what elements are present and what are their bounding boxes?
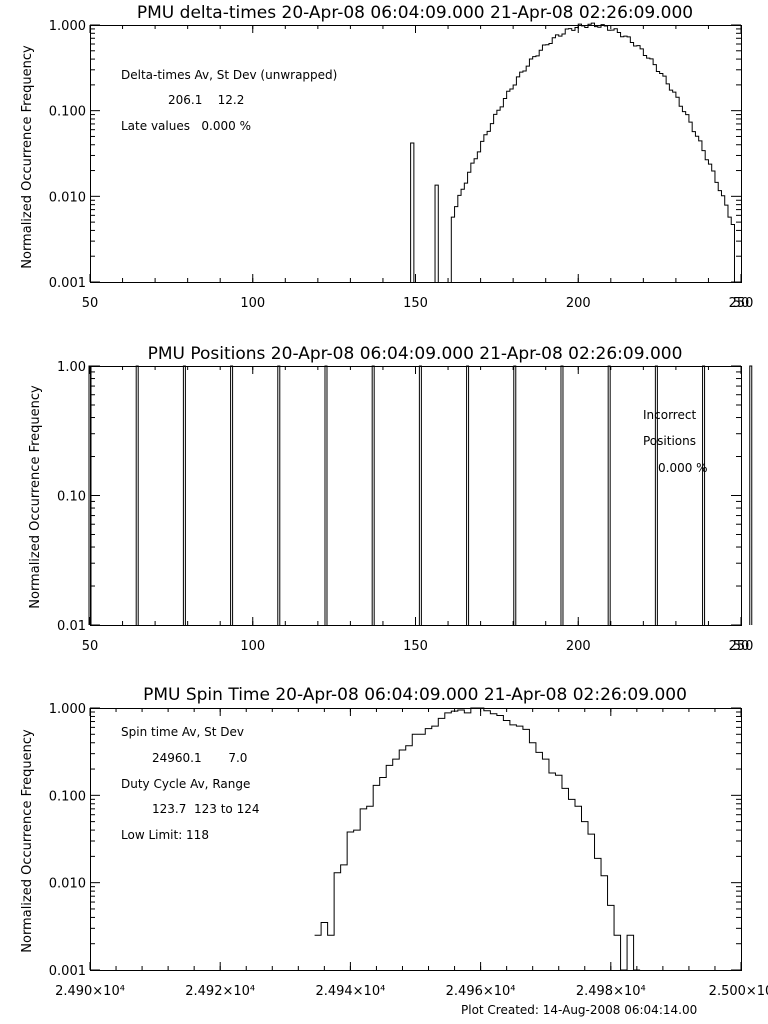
annotation-spin-time-values: 24960.1 7.0 (152, 751, 247, 765)
annotation-spin-time-header: Spin time Av, St Dev (121, 725, 244, 739)
x-tick-label: 150 (403, 639, 428, 654)
spin-time-x-ticks: 2.490×10⁴ 2.492×10⁴ 2.494×10⁴ 2.496×10⁴ 2.49… (55, 708, 768, 999)
delta-times-y-ticks: 0.001 0.010 0.100 1.000 (49, 19, 741, 291)
annotation-positions: Positions (643, 434, 696, 448)
y-tick-label: 0.010 (49, 877, 86, 892)
annotation-delta-times-header: Delta-times Av, St Dev (unwrapped) (121, 68, 337, 82)
positions-bars (88, 365, 753, 625)
position-bar (466, 365, 470, 625)
position-bar (135, 365, 139, 625)
x-tick-label: 100 (240, 296, 265, 311)
annotation-duty-cycle-values: 123.7 123 to 124 (152, 802, 259, 816)
position-bar (182, 365, 186, 625)
x-tick-label: 250 (729, 639, 754, 654)
annotation-duty-cycle-header: Duty Cycle Av, Range (121, 777, 250, 791)
positions-panel: PMU Positions 20-Apr-08 06:04:09.000 21-… (28, 344, 754, 654)
delta-times-panel: PMU delta-times 20-Apr-08 06:04:09.000 2… (20, 3, 753, 311)
annotation-incorrect: Incorrect (643, 408, 696, 422)
plot-created-footer: Plot Created: 14-Aug-2008 06:04:14.00 (461, 1003, 697, 1017)
x-tick-label: 200 (566, 296, 591, 311)
annotation-late-values: Late values 0.000 % (121, 119, 251, 133)
y-tick-label: 0.001 (49, 964, 86, 979)
position-bar (702, 365, 706, 625)
positions-plot-frame (90, 366, 742, 626)
y-tick-label: 0.10 (57, 490, 86, 505)
spin-time-title: PMU Spin Time 20-Apr-08 06:04:09.000 21-… (143, 685, 687, 705)
x-tick-label: 50 (82, 639, 99, 654)
delta-time-spike (410, 142, 415, 282)
annotation-delta-times-values: 206.1 12.2 (168, 93, 244, 107)
spin-time-panel: PMU Spin Time 20-Apr-08 06:04:09.000 21-… (20, 685, 768, 999)
position-bar (88, 365, 92, 625)
y-tick-label: 0.100 (49, 789, 86, 804)
y-tick-label: 0.010 (49, 190, 86, 205)
spin-time-ylabel: Normalized Occurrence Frequency (20, 729, 35, 953)
x-tick-label: 200 (566, 639, 591, 654)
positions-x-edge-label: 50 (733, 639, 750, 654)
y-tick-label: 1.000 (49, 702, 86, 717)
x-tick-label: 2.496×10⁴ (446, 984, 516, 999)
position-bar (654, 365, 658, 625)
position-bar (513, 365, 517, 625)
spin-time-histogram (314, 707, 641, 971)
spin-time-plot-frame (90, 708, 742, 971)
y-tick-label: 0.001 (49, 276, 86, 291)
x-tick-label: 2.492×10⁴ (185, 984, 255, 999)
x-tick-label: 150 (403, 296, 428, 311)
position-bar (560, 365, 564, 625)
spin-time-distribution (314, 707, 641, 971)
delta-times-x-edge-label: 50 (733, 296, 750, 311)
position-bar (230, 365, 234, 625)
position-bar (277, 365, 281, 625)
positions-title: PMU Positions 20-Apr-08 06:04:09.000 21-… (148, 344, 683, 364)
delta-times-plot-frame (90, 25, 742, 283)
delta-time-distribution (450, 22, 735, 282)
x-tick-label: 100 (240, 639, 265, 654)
position-bar (418, 365, 422, 625)
annotation-positions-percent: 0.000 % (658, 461, 708, 475)
x-tick-label: 2.500×10 (709, 984, 768, 999)
y-tick-label: 1.000 (49, 19, 86, 34)
positions-y-ticks: 0.01 0.10 1.00 (57, 360, 741, 634)
x-tick-label: 2.498×10⁴ (576, 984, 646, 999)
annotation-low-limit: Low Limit: 118 (121, 828, 209, 842)
x-tick-label: 250 (729, 296, 754, 311)
delta-time-spike (434, 184, 439, 282)
delta-times-x-ticks: 50 100 150 200 250 (82, 25, 754, 311)
position-bar (607, 365, 611, 625)
positions-ylabel: Normalized Occurrence Frequency (28, 385, 43, 609)
x-tick-label: 50 (82, 296, 99, 311)
y-tick-label: 0.100 (49, 105, 86, 120)
positions-x-ticks: 50 100 150 200 250 (82, 366, 754, 654)
x-tick-label: 2.494×10⁴ (315, 984, 385, 999)
y-tick-label: 1.00 (57, 360, 86, 375)
delta-times-ylabel: Normalized Occurrence Frequency (20, 45, 35, 269)
y-tick-label: 0.01 (57, 619, 86, 634)
delta-times-title: PMU delta-times 20-Apr-08 06:04:09.000 2… (137, 3, 693, 23)
position-bar (371, 365, 375, 625)
x-tick-label: 2.490×10⁴ (55, 984, 125, 999)
position-bar (324, 365, 328, 625)
spin-time-y-ticks: 0.001 0.010 0.100 1.000 (49, 702, 741, 979)
position-bar (749, 365, 753, 625)
delta-times-histogram (410, 22, 735, 282)
